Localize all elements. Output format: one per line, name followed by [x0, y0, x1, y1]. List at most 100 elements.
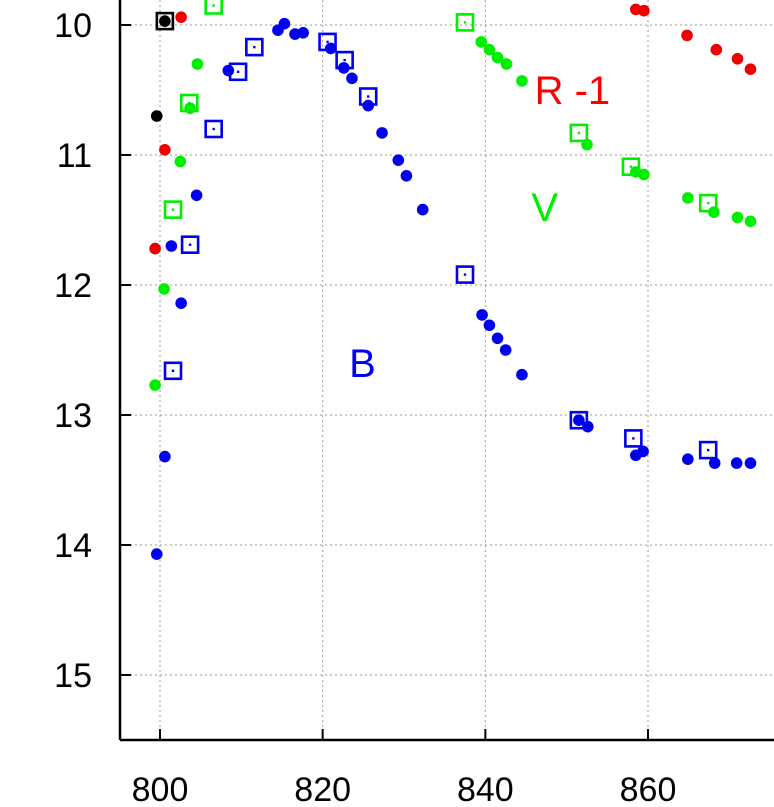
data-markers [149, 0, 757, 560]
data-point-circle [710, 43, 723, 56]
y-tick-label: 10 [54, 7, 92, 45]
data-point-circle [175, 297, 187, 310]
data-point-square-center [171, 208, 175, 211]
data-point-circle [500, 58, 513, 70]
data-point-circle [516, 368, 528, 381]
data-point-circle [483, 319, 496, 332]
data-point-circle [150, 110, 163, 122]
y-tick-label: 14 [54, 527, 92, 565]
data-point-square-center [706, 201, 710, 205]
data-point-square-center [577, 419, 581, 422]
data-point-circle [681, 29, 693, 42]
data-point-square-center [188, 243, 192, 246]
data-point-square [455, 265, 475, 284]
data-point-square-center [367, 95, 370, 98]
data-point-square [698, 193, 718, 213]
data-point-circle [416, 203, 429, 216]
y-tick-label: 13 [54, 397, 92, 435]
data-point-circle [278, 17, 291, 30]
data-point-square [204, 0, 223, 15]
series-label: R -1 [535, 69, 611, 113]
data-point-circle [159, 144, 171, 156]
data-point-square-center [212, 127, 215, 131]
data-point-circle [165, 240, 178, 252]
data-point-square-center [577, 131, 581, 135]
data-point-circle [191, 58, 204, 70]
data-point-circle [708, 457, 721, 469]
data-point-square-center [463, 21, 467, 24]
data-point-square [204, 119, 223, 139]
data-point-circle [516, 75, 528, 87]
data-point-square [698, 440, 718, 460]
data-point-square-center [236, 70, 240, 73]
axes [118, 0, 774, 742]
data-point-circle [682, 453, 694, 466]
data-point-square-center [212, 4, 215, 7]
data-point-circle [638, 4, 650, 17]
data-point-square-center [463, 273, 467, 276]
data-point-circle [499, 344, 512, 356]
data-point-square-center [163, 19, 167, 23]
data-point-square [163, 200, 183, 219]
data-point-circle [491, 332, 504, 345]
data-point-square [179, 93, 199, 113]
data-point-square-center [706, 448, 710, 452]
data-point-circle [731, 53, 744, 65]
series-label: B [349, 342, 376, 386]
data-point-square-center [343, 58, 346, 62]
y-tick-label: 15 [54, 657, 92, 695]
data-point-circle [744, 215, 757, 228]
data-point-circle [638, 168, 650, 181]
data-point-square [358, 87, 378, 106]
grid-lines [120, 0, 774, 740]
data-point-square-center [632, 437, 635, 440]
data-point-circle [174, 155, 187, 168]
data-point-square-center [253, 45, 256, 49]
x-tick-label: 840 [457, 771, 514, 807]
data-point-square [569, 410, 589, 430]
data-point-square-center [326, 40, 329, 44]
data-point-square [621, 157, 641, 176]
y-tick-label: 12 [54, 267, 92, 305]
data-point-circle [730, 457, 743, 469]
data-point-square [318, 32, 337, 52]
data-point-circle [476, 309, 488, 321]
data-point-circle [297, 27, 309, 39]
data-point-circle [222, 64, 235, 77]
x-tick-label: 800 [132, 771, 189, 807]
data-point-square [624, 429, 643, 448]
data-point-square-center [188, 101, 191, 105]
data-point-circle [149, 379, 161, 391]
data-point-square [245, 37, 264, 57]
data-point-circle [731, 211, 744, 224]
data-point-square-center [171, 369, 175, 372]
data-point-circle [744, 457, 757, 469]
series-label: V [531, 186, 558, 230]
data-point-circle [376, 127, 388, 139]
data-point-circle [150, 548, 163, 560]
data-point-circle [175, 11, 187, 23]
data-point-square [180, 235, 200, 254]
data-point-circle [190, 189, 203, 202]
data-point-circle [158, 283, 170, 295]
data-point-square [163, 361, 183, 381]
data-point-circle [392, 154, 405, 166]
series-annotations: R -1 V B [349, 69, 610, 386]
data-point-circle [491, 51, 504, 64]
data-point-circle [637, 445, 649, 458]
data-point-square [455, 13, 475, 32]
data-point-circle [682, 192, 694, 204]
data-point-square [155, 11, 175, 31]
x-tick-label: 820 [294, 771, 351, 807]
data-point-circle [346, 72, 358, 85]
data-point-square-center [629, 165, 633, 168]
y-tick-label: 11 [57, 137, 92, 175]
data-point-circle [149, 242, 161, 255]
data-point-square [569, 123, 589, 143]
data-point-circle [483, 43, 496, 56]
data-point-circle [744, 63, 757, 75]
data-point-circle [325, 42, 337, 55]
data-point-circle [475, 36, 488, 48]
axis-tick-labels: 800 820 840 860 10 11 12 13 14 15 [54, 7, 676, 807]
